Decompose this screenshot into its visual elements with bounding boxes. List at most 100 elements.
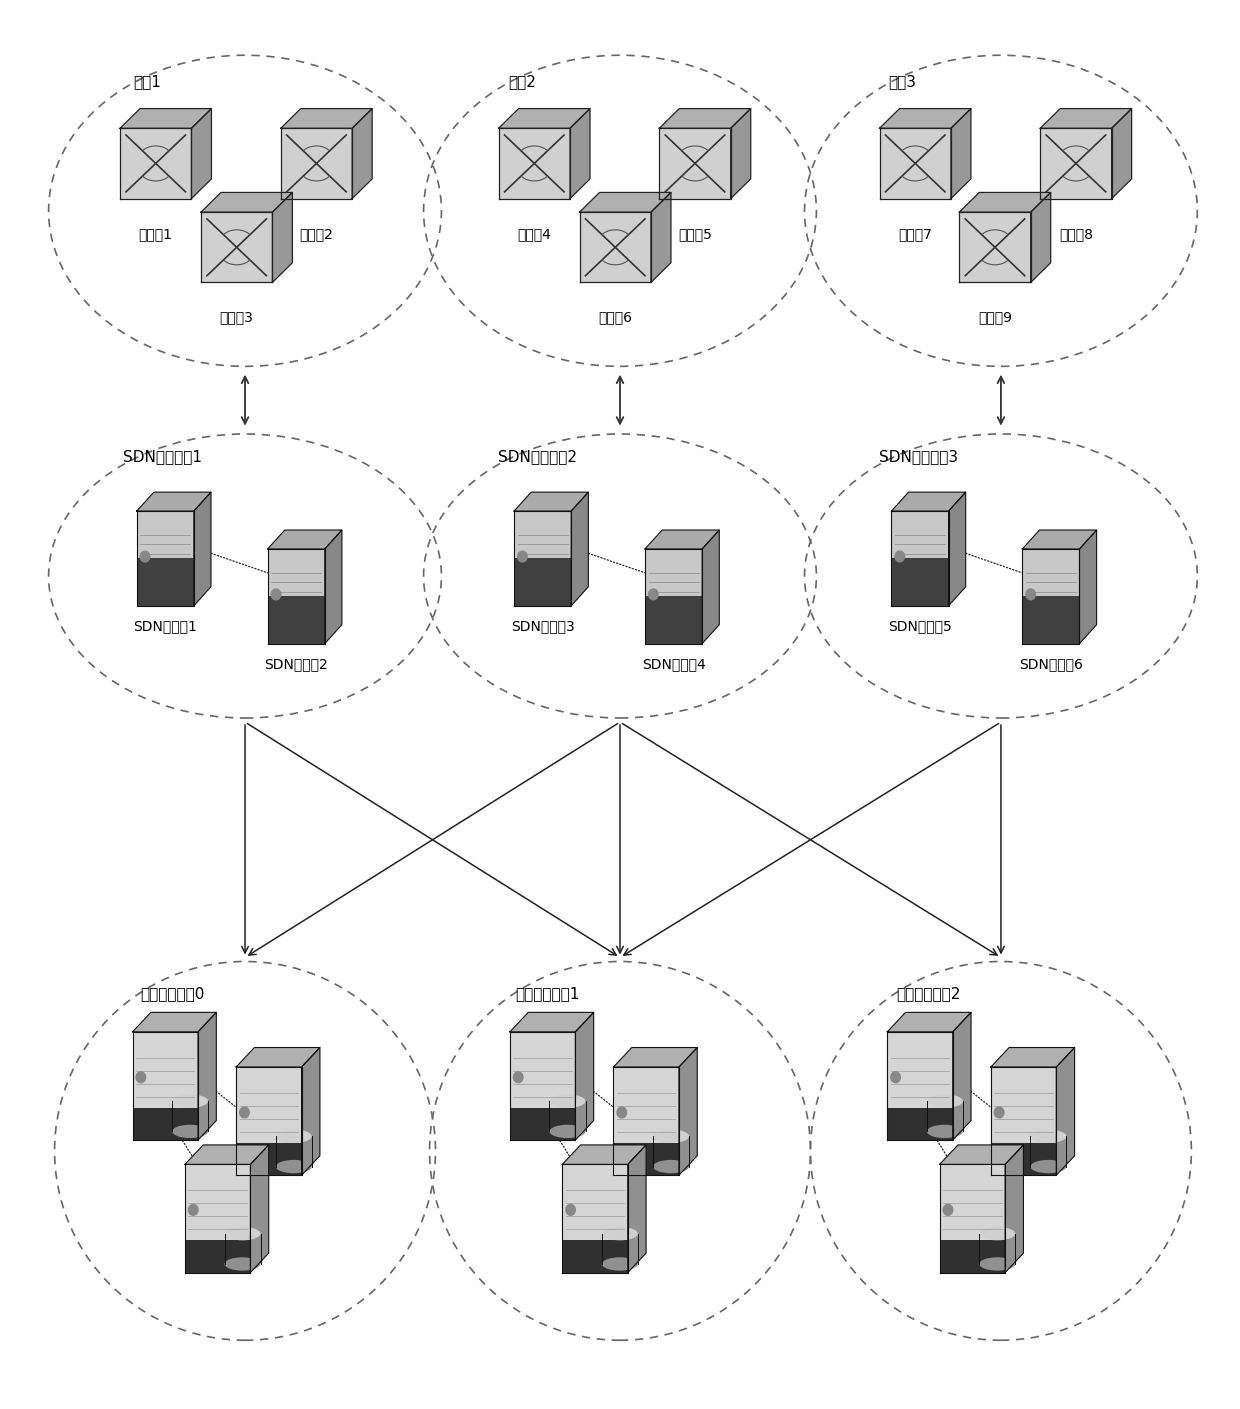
Polygon shape bbox=[136, 511, 193, 606]
Polygon shape bbox=[136, 558, 193, 606]
Polygon shape bbox=[645, 530, 719, 550]
Text: 区域2: 区域2 bbox=[508, 75, 536, 89]
Polygon shape bbox=[498, 108, 590, 128]
Polygon shape bbox=[940, 1146, 1023, 1164]
Polygon shape bbox=[570, 108, 590, 199]
Text: SDN控制器3: SDN控制器3 bbox=[511, 619, 574, 633]
Text: 交换机4: 交换机4 bbox=[517, 227, 552, 241]
Ellipse shape bbox=[601, 1257, 637, 1271]
Text: 交换机3: 交换机3 bbox=[219, 310, 254, 324]
Polygon shape bbox=[515, 558, 572, 606]
Text: SDN控制器1: SDN控制器1 bbox=[134, 619, 197, 633]
Polygon shape bbox=[926, 1100, 963, 1131]
Text: SDN控制器6: SDN控制器6 bbox=[1019, 657, 1083, 671]
Polygon shape bbox=[198, 1012, 216, 1140]
Polygon shape bbox=[236, 1067, 301, 1175]
Polygon shape bbox=[879, 128, 951, 199]
Polygon shape bbox=[562, 1146, 646, 1164]
Polygon shape bbox=[702, 530, 719, 644]
Polygon shape bbox=[614, 1067, 680, 1175]
Polygon shape bbox=[275, 1136, 311, 1167]
Ellipse shape bbox=[601, 1227, 637, 1240]
Polygon shape bbox=[892, 558, 949, 606]
Ellipse shape bbox=[653, 1130, 689, 1143]
Text: SDN控制器组1: SDN控制器组1 bbox=[123, 449, 202, 464]
Polygon shape bbox=[185, 1240, 250, 1272]
Circle shape bbox=[890, 1072, 900, 1082]
Text: SDN控制器组3: SDN控制器组3 bbox=[879, 449, 959, 464]
Polygon shape bbox=[879, 108, 971, 128]
Polygon shape bbox=[133, 1107, 198, 1140]
Ellipse shape bbox=[224, 1227, 260, 1240]
Polygon shape bbox=[1030, 1136, 1066, 1167]
Polygon shape bbox=[579, 193, 671, 213]
Ellipse shape bbox=[980, 1227, 1016, 1240]
Polygon shape bbox=[951, 108, 971, 199]
Polygon shape bbox=[193, 492, 211, 606]
Text: 交换机5: 交换机5 bbox=[678, 227, 712, 241]
Circle shape bbox=[565, 1205, 575, 1215]
Circle shape bbox=[513, 1072, 523, 1082]
Polygon shape bbox=[185, 1146, 269, 1164]
Polygon shape bbox=[651, 193, 671, 282]
Polygon shape bbox=[1111, 108, 1132, 199]
Polygon shape bbox=[268, 550, 325, 644]
Ellipse shape bbox=[653, 1160, 689, 1174]
Polygon shape bbox=[562, 1164, 627, 1272]
Circle shape bbox=[136, 1072, 145, 1082]
Circle shape bbox=[649, 589, 658, 600]
Polygon shape bbox=[1022, 550, 1080, 644]
Polygon shape bbox=[960, 213, 1030, 282]
Ellipse shape bbox=[275, 1160, 311, 1174]
Polygon shape bbox=[1040, 108, 1132, 128]
Text: 区域1: 区域1 bbox=[133, 75, 161, 89]
Text: 交换机7: 交换机7 bbox=[898, 227, 932, 241]
Polygon shape bbox=[888, 1012, 971, 1031]
Polygon shape bbox=[352, 108, 372, 199]
Polygon shape bbox=[120, 128, 191, 199]
Circle shape bbox=[272, 589, 280, 600]
Polygon shape bbox=[892, 511, 949, 606]
Polygon shape bbox=[172, 1100, 208, 1131]
Polygon shape bbox=[280, 108, 372, 128]
Ellipse shape bbox=[275, 1130, 311, 1143]
Polygon shape bbox=[949, 492, 966, 606]
Polygon shape bbox=[645, 596, 702, 644]
Polygon shape bbox=[1022, 530, 1096, 550]
Ellipse shape bbox=[549, 1124, 585, 1138]
Ellipse shape bbox=[1030, 1160, 1066, 1174]
Polygon shape bbox=[273, 193, 293, 282]
Text: 交换机1: 交换机1 bbox=[139, 227, 172, 241]
Polygon shape bbox=[940, 1164, 1006, 1272]
Text: SDN控制器组2: SDN控制器组2 bbox=[498, 449, 577, 464]
Polygon shape bbox=[960, 193, 1050, 213]
Polygon shape bbox=[510, 1031, 575, 1140]
Ellipse shape bbox=[172, 1124, 208, 1138]
Polygon shape bbox=[224, 1234, 260, 1264]
Circle shape bbox=[140, 551, 150, 562]
Polygon shape bbox=[888, 1107, 952, 1140]
Polygon shape bbox=[133, 1012, 216, 1031]
Polygon shape bbox=[952, 1012, 971, 1140]
Polygon shape bbox=[660, 108, 750, 128]
Polygon shape bbox=[614, 1047, 697, 1067]
Circle shape bbox=[944, 1205, 952, 1215]
Polygon shape bbox=[888, 1031, 952, 1140]
Polygon shape bbox=[268, 596, 325, 644]
Text: SDN控制器4: SDN控制器4 bbox=[641, 657, 706, 671]
Text: SDN控制器5: SDN控制器5 bbox=[888, 619, 952, 633]
Polygon shape bbox=[1040, 128, 1111, 199]
Polygon shape bbox=[991, 1047, 1075, 1067]
Polygon shape bbox=[510, 1012, 594, 1031]
Circle shape bbox=[517, 551, 527, 562]
Polygon shape bbox=[268, 530, 342, 550]
Text: 交换机2: 交换机2 bbox=[300, 227, 334, 241]
Text: 交换机9: 交换机9 bbox=[978, 310, 1012, 324]
Polygon shape bbox=[1006, 1146, 1023, 1272]
Polygon shape bbox=[660, 128, 730, 199]
Polygon shape bbox=[980, 1234, 1016, 1264]
Circle shape bbox=[239, 1107, 249, 1117]
Polygon shape bbox=[645, 550, 702, 644]
Ellipse shape bbox=[549, 1095, 585, 1107]
Ellipse shape bbox=[1030, 1130, 1066, 1143]
